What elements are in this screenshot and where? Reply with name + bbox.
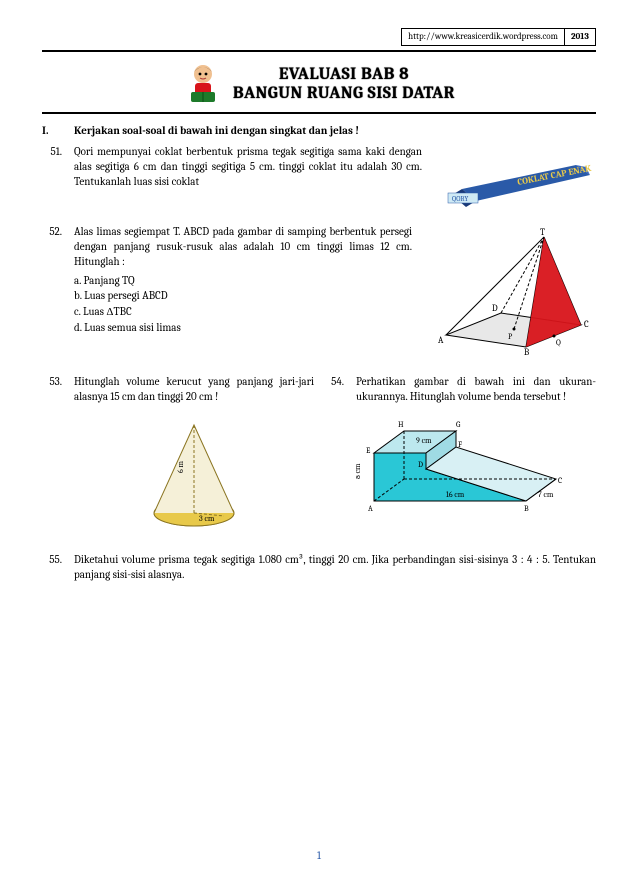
dim-9: 9 cm (416, 436, 432, 445)
title-line2: BANGUN RUANG SISI DATAR (233, 84, 455, 103)
rule-mid (42, 112, 596, 114)
question-55: 55. Diketahui volume prisma tegak segiti… (42, 553, 596, 583)
q-num: 55. (42, 553, 62, 566)
year: 2013 (564, 28, 596, 46)
q-text: Diketahui volume prisma tegak segitiga 1… (74, 553, 596, 583)
lbl-B: B (524, 348, 529, 355)
sub-list: a. Panjang TQ b. Luas persegi ABCD c. Lu… (74, 274, 412, 336)
rule-top (42, 50, 596, 52)
choco-name: QORY (452, 195, 468, 203)
q-text: Alas limas segiempat T. ABCD pada gambar… (74, 225, 412, 268)
pyramid-icon: T A B C D P Q (426, 225, 596, 355)
lbl-A: A (368, 504, 373, 513)
lbl-T: T (540, 228, 545, 238)
lbl-F: F (458, 440, 462, 449)
source-url: http://www.kreasicerdik.wordpress.com (401, 28, 564, 46)
lbl-Q: Q (556, 338, 561, 347)
q-text: Hitunglah volume kerucut yang panjang ja… (74, 375, 314, 405)
lbl-B: B (524, 504, 529, 513)
page-number: 1 (0, 849, 638, 862)
q-num: 53. (42, 375, 62, 388)
cone-h: 6 m (176, 460, 185, 473)
composite-solid-icon: 9 cm 8 cm 16 cm 7 cm A B C D E F G H (356, 413, 586, 523)
lbl-C: C (584, 320, 589, 330)
sub-b: b. Luas persegi ABCD (74, 289, 412, 304)
dim-16: 16 cm (446, 490, 465, 499)
lbl-E: E (366, 446, 371, 455)
title-block: EVALUASI BAB 8 BANGUN RUANG SISI DATAR (42, 62, 596, 106)
question-51: 51. Qori mempunyai coklat berbentuk pris… (42, 145, 596, 211)
section-heading: I. Kerjakan soal-soal di bawah ini denga… (42, 124, 596, 137)
lbl-A: A (438, 336, 444, 346)
header: http://www.kreasicerdik.wordpress.com 20… (42, 28, 596, 46)
dim-7: 7 cm (538, 490, 554, 499)
question-53: 53. Hitunglah volume kerucut yang panjan… (42, 375, 314, 533)
lbl-H: H (398, 420, 404, 429)
sub-d: d. Luas semua sisi limas (74, 321, 412, 336)
sub-a: a. Panjang TQ (74, 274, 412, 289)
q-text: Perhatikan gambar di bawah ini dan ukura… (356, 375, 596, 405)
lbl-C: C (558, 476, 562, 485)
q-text: Qori mempunyai coklat berbentuk prisma t… (74, 145, 422, 211)
section-text: Kerjakan soal-soal di bawah ini dengan s… (74, 124, 359, 137)
lbl-D: D (492, 304, 498, 314)
q-num: 51. (42, 145, 62, 158)
lbl-G: G (456, 420, 461, 429)
q-num: 54. (324, 375, 344, 388)
title-line1: EVALUASI BAB 8 (233, 65, 455, 84)
sub-c: c. Luas ΔTBC (74, 305, 412, 320)
dim-8: 8 cm (356, 463, 362, 479)
cone-icon: 3 cm 6 m (139, 413, 249, 533)
section-roman: I. (42, 124, 60, 137)
lbl-P: P (508, 332, 513, 341)
lbl-D: D (418, 460, 423, 469)
question-54: 54. Perhatikan gambar di bawah ini dan u… (324, 375, 596, 533)
cone-radius: 3 cm (199, 514, 215, 523)
question-52: 52. Alas limas segiempat T. ABCD pada ga… (42, 225, 596, 355)
prism-chocolate-icon: COKLAT CAP ENAK QORY (436, 145, 596, 211)
q-num: 52. (42, 225, 62, 238)
mascot-icon (183, 62, 223, 106)
